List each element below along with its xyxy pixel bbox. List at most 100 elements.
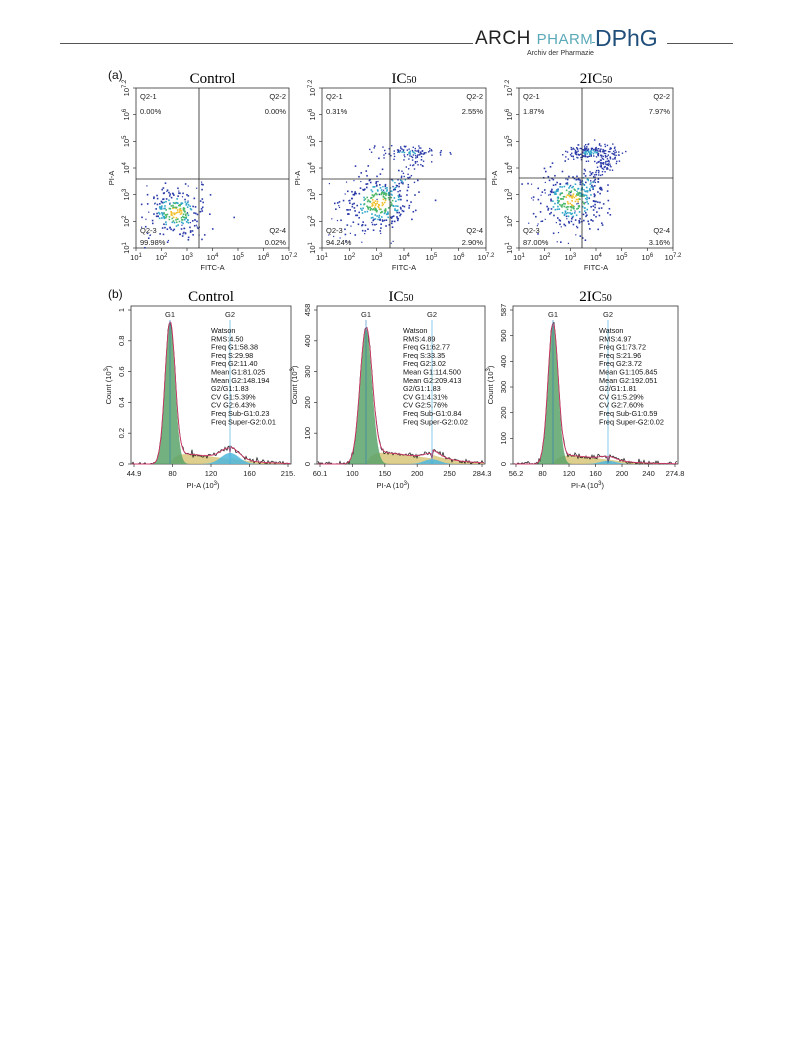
cell-dot	[550, 191, 553, 194]
cell-dot	[382, 189, 385, 191]
cell-dot	[552, 178, 555, 181]
y-tick-label: 101	[122, 242, 131, 254]
x-tick-label: 104	[207, 253, 219, 262]
cell-dot	[182, 192, 184, 195]
cell-dot	[178, 220, 181, 223]
cell-dot	[552, 184, 555, 187]
cell-dot	[186, 201, 189, 204]
x-axis-label: FITC-A	[200, 263, 224, 272]
cell-dot	[364, 224, 367, 227]
cell-dot	[366, 183, 369, 185]
cell-dot	[376, 200, 379, 203]
cell-dot	[376, 189, 379, 191]
cell-dot	[556, 190, 559, 192]
cell-dot	[358, 211, 361, 214]
cell-dot	[169, 203, 171, 206]
cell-dot	[574, 183, 577, 186]
cell-dot	[532, 199, 534, 201]
cell-dot	[184, 183, 187, 185]
cell-dot	[374, 223, 376, 226]
cell-dot	[569, 154, 572, 156]
cell-dot	[384, 211, 387, 213]
cell-dot	[380, 193, 383, 196]
cell-dot	[576, 156, 578, 159]
g2-label: G2	[225, 310, 235, 319]
x-tick-label: 101	[130, 253, 142, 262]
cell-dot	[450, 153, 452, 155]
dot-plot-1	[135, 87, 290, 249]
cell-dot	[584, 201, 586, 204]
cell-dot	[387, 194, 390, 196]
cell-dot	[378, 216, 380, 218]
cell-dot	[417, 151, 420, 153]
cell-dot	[175, 219, 177, 221]
cell-dot	[355, 214, 357, 217]
cell-dot	[557, 205, 559, 208]
x-tick-label: 240	[642, 469, 655, 478]
cell-dot	[539, 202, 542, 205]
cell-dot	[600, 163, 602, 165]
cell-dot	[597, 191, 599, 193]
y-tick-label: 0.6	[117, 366, 126, 376]
cell-dot	[574, 149, 577, 152]
cell-dot	[336, 219, 339, 222]
x-tick-label: 60.1	[313, 469, 328, 478]
fit-stat-line: Freq G1:73.72	[599, 343, 646, 352]
cell-dot	[583, 149, 585, 152]
cell-dot	[566, 194, 569, 196]
cell-dot	[572, 223, 575, 226]
cell-dot	[566, 151, 569, 153]
cell-dot	[593, 193, 596, 195]
cell-dot	[580, 181, 582, 183]
cell-dot	[400, 146, 402, 148]
cell-dot	[418, 191, 420, 193]
cell-dot	[397, 198, 400, 201]
cell-dot	[566, 183, 569, 186]
quadrant-value-q2: 7.97%	[649, 107, 671, 116]
cell-dot	[408, 204, 411, 207]
cell-dot	[163, 207, 165, 210]
cell-dot	[178, 192, 180, 194]
cell-dot	[583, 155, 585, 157]
logo-pharm: PHARM	[536, 31, 594, 48]
y-tick-label: 102	[505, 215, 514, 227]
cell-dot	[547, 209, 549, 211]
cell-dot	[159, 207, 161, 210]
cell-dot	[590, 155, 592, 157]
cell-dot	[161, 205, 163, 207]
x-axis-label: PI-A (103)	[377, 481, 410, 490]
x-tick-label: 102	[343, 253, 355, 262]
cell-dot	[590, 186, 592, 188]
cell-dot	[580, 147, 583, 150]
x-tick-label: 104	[398, 253, 410, 262]
y-tick-label: 103	[505, 188, 514, 200]
y-tick-label: 106	[505, 108, 514, 120]
cell-dot	[594, 160, 596, 163]
cell-dot	[592, 181, 595, 184]
cell-dot	[579, 217, 581, 220]
cell-dot	[185, 214, 187, 217]
cell-dot	[364, 198, 367, 200]
y-tick-label: 0	[117, 462, 126, 466]
cell-dot	[170, 228, 172, 231]
cell-dot	[552, 191, 555, 194]
cell-dot	[170, 205, 173, 207]
cell-dot	[557, 188, 559, 190]
cell-dot	[563, 213, 566, 215]
cell-dot	[581, 205, 584, 208]
cell-dot	[194, 212, 197, 215]
cell-dot	[375, 210, 378, 213]
cell-dot	[376, 193, 378, 196]
cell-dot	[614, 158, 616, 160]
cell-dot	[199, 210, 202, 213]
cell-dot	[417, 154, 419, 156]
cell-dot	[586, 196, 588, 199]
cell-dot	[372, 216, 374, 219]
s-phase-area	[318, 452, 484, 464]
cell-dot	[203, 234, 206, 236]
y-tick-label: 400	[303, 335, 312, 348]
cell-dot	[169, 202, 171, 204]
quadrant-value-q4: 2.90%	[462, 238, 484, 247]
cell-dot	[564, 202, 566, 205]
fit-stat-line: Freq Sub-G1:0.23	[211, 409, 269, 418]
